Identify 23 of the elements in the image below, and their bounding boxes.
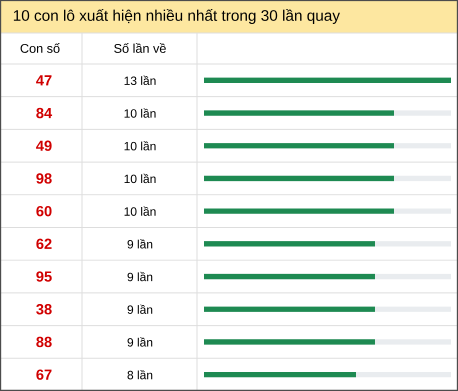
y-tick-label: 88 <box>36 336 52 348</box>
y-tick-label: 49 <box>36 140 52 151</box>
y-tick-label: 62 <box>36 238 52 250</box>
text: Con số <box>20 43 60 53</box>
text: Số lần về <box>114 43 166 53</box>
data-label: 9 lần <box>128 239 152 249</box>
data-label: 13 lần <box>124 76 156 86</box>
y-tick-label: 95 <box>36 271 52 282</box>
data-label: 9 lần <box>128 304 152 314</box>
data-label: 8 lần <box>128 370 152 380</box>
data-label: 10 lần <box>124 108 156 118</box>
data-label: 10 lần <box>124 206 156 216</box>
data-label: 9 lần <box>128 337 152 347</box>
chart-title: 10 con lô xuất hiện nhiều nhất trong 30 lần quay <box>14 9 340 24</box>
y-tick-label: 38 <box>36 304 52 314</box>
y-tick-label: 67 <box>36 369 52 380</box>
y-tick-label: 47 <box>36 75 52 86</box>
y-tick-label: 84 <box>36 108 52 118</box>
y-tick-label: 60 <box>36 206 52 216</box>
data-label: 10 lần <box>124 141 156 150</box>
data-label: 10 lần <box>124 174 156 184</box>
data-label: 9 lần <box>128 272 152 282</box>
y-tick-label: 98 <box>36 173 52 184</box>
